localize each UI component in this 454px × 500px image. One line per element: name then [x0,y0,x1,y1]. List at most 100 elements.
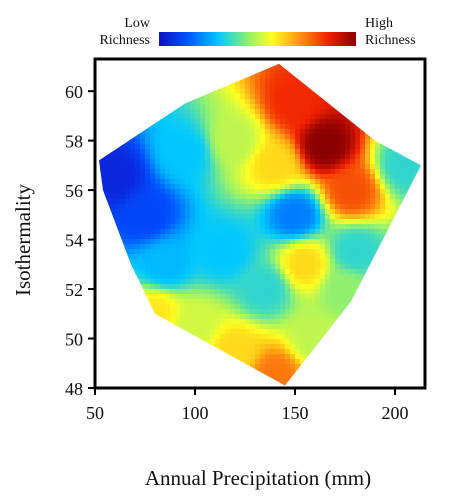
heat-cell [350,269,356,275]
heat-cell [175,274,181,280]
heat-cell [140,284,146,290]
heat-cell [260,124,266,130]
heat-cell [390,294,396,300]
heat-cell [220,214,226,220]
heat-cell [170,174,176,180]
heat-cell [220,69,226,75]
heat-cell [300,334,306,340]
heat-cell [390,84,396,90]
heat-cell [235,159,241,165]
heat-cell [240,204,246,210]
heat-cell [185,114,191,120]
heat-cell [360,74,366,80]
heat-cell [395,314,401,320]
heat-cell [200,194,206,200]
heat-cell [240,259,246,265]
heat-cell [195,69,201,75]
heat-cell [260,239,266,245]
heat-cell [355,309,361,315]
heat-cell [115,369,121,375]
heat-cell [410,344,416,350]
heat-cell [230,194,236,200]
heat-cell [220,244,226,250]
heat-cell [270,359,276,365]
heat-cell [240,359,246,365]
heat-cell [200,104,206,110]
heat-cell [235,104,241,110]
heat-cell [355,259,361,265]
heat-cell [135,179,141,185]
heat-cell [330,154,336,160]
heat-cell [410,64,416,70]
heat-cell [235,109,241,115]
heat-cell [140,174,146,180]
heat-cell [255,319,261,325]
heat-cell [160,234,166,240]
heat-cell [385,299,391,305]
heat-cell [205,349,211,355]
heat-cell [110,124,116,130]
heat-cell [345,349,351,355]
heat-cell [355,154,361,160]
heat-cell [105,64,111,70]
heat-cell [340,64,346,70]
heat-cell [350,354,356,360]
heat-cell [370,354,376,360]
heat-cell [130,284,136,290]
heat-cell [105,189,111,195]
heat-cell [275,249,281,255]
heat-cell [245,119,251,125]
heat-cell [330,294,336,300]
heat-cell [185,359,191,365]
heat-cell [120,204,126,210]
heat-cell [195,309,201,315]
heat-cell [220,319,226,325]
heat-cell [230,234,236,240]
heat-cell [120,209,126,215]
heat-cell [210,84,216,90]
heat-cell [225,274,231,280]
heat-cell [360,114,366,120]
heat-cell [130,364,136,370]
heat-cell [375,239,381,245]
heat-cell [195,159,201,165]
heat-cell [180,179,186,185]
heat-cell [240,254,246,260]
heat-cell [185,144,191,150]
heat-cell [340,279,346,285]
heat-cell [120,114,126,120]
heat-cell [150,184,156,190]
heat-cell [215,234,221,240]
heat-cell [250,369,256,375]
heat-cell [150,229,156,235]
heat-cell [255,259,261,265]
heat-cell [275,154,281,160]
heat-cell [415,214,421,220]
heat-cell [295,259,301,265]
heat-cell [135,304,141,310]
heat-cell [105,134,111,140]
heat-cell [245,249,251,255]
heat-cell [130,99,136,105]
heat-cell [180,124,186,130]
heat-cell [100,274,106,280]
heat-cell [150,359,156,365]
heat-cell [295,129,301,135]
heat-cell [415,159,421,165]
heat-cell [195,304,201,310]
heat-cell [280,154,286,160]
heat-cell [135,349,141,355]
heat-cell [205,129,211,135]
heat-cell [135,74,141,80]
heat-cell [305,99,311,105]
heat-cell [390,359,396,365]
heat-cell [380,289,386,295]
heat-cell [330,214,336,220]
heat-cell [215,254,221,260]
heat-cell [145,329,151,335]
heat-cell [230,159,236,165]
heat-cell [250,109,256,115]
heat-cell [225,164,231,170]
heat-cell [175,294,181,300]
heat-cell [360,189,366,195]
